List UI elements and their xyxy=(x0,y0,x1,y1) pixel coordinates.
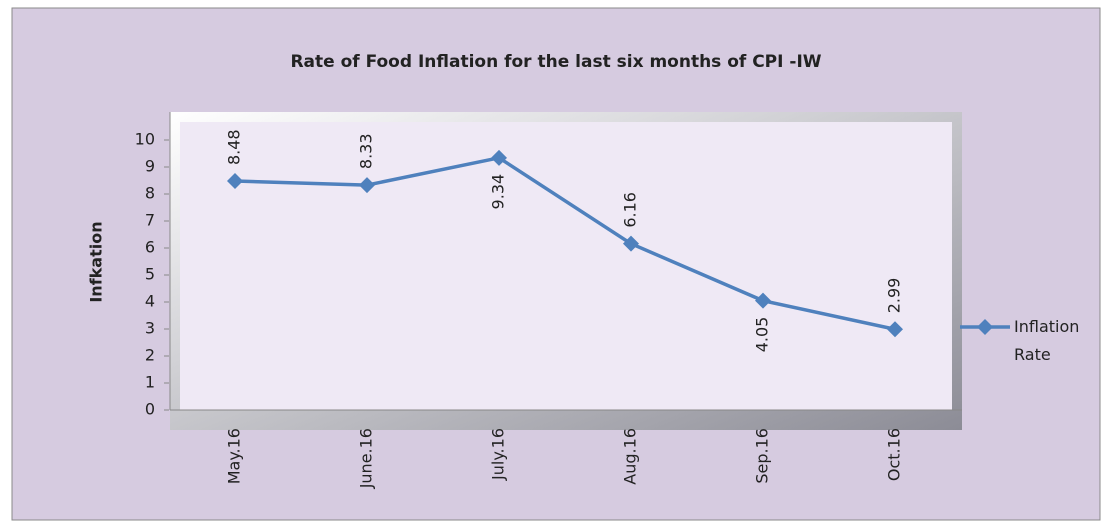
x-tick-label: July.16 xyxy=(489,428,508,481)
y-tick-label: 3 xyxy=(145,319,155,338)
x-tick-label: Sep.16 xyxy=(753,428,772,484)
y-tick-label: 7 xyxy=(145,211,155,230)
data-label: 6.16 xyxy=(621,192,640,228)
data-label: 8.33 xyxy=(357,133,376,169)
y-tick-label: 5 xyxy=(145,265,155,284)
y-tick-label: 4 xyxy=(145,292,155,311)
y-tick-label: 2 xyxy=(145,346,155,365)
data-label: 9.34 xyxy=(489,174,508,210)
legend-marker xyxy=(977,319,993,335)
y-tick-label: 1 xyxy=(145,373,155,392)
data-label: 4.05 xyxy=(753,317,772,353)
point-marker xyxy=(491,149,507,166)
y-tick-label: 6 xyxy=(145,238,155,257)
x-tick-label: Aug.16 xyxy=(621,428,640,485)
point-marker xyxy=(227,173,243,190)
point-marker xyxy=(755,292,771,309)
legend-label: Inflation Rate xyxy=(1014,317,1079,364)
y-axis-title: Infkation xyxy=(87,221,106,302)
y-tick-label: 0 xyxy=(145,400,155,419)
data-label: 8.48 xyxy=(225,129,244,165)
point-marker xyxy=(887,321,903,338)
x-tick-label: May.16 xyxy=(225,428,244,484)
y-tick-label: 9 xyxy=(145,157,155,176)
point-marker xyxy=(359,177,375,194)
point-marker xyxy=(623,235,639,252)
x-tick-label: June.16 xyxy=(357,428,376,489)
y-tick-label: 8 xyxy=(145,184,155,203)
x-tick-label: Oct.16 xyxy=(885,428,904,481)
chart-title: Rate of Food Inflation for the last six … xyxy=(290,52,821,72)
data-label: 2.99 xyxy=(885,278,904,314)
plot-area xyxy=(180,122,952,410)
y-tick-label: 10 xyxy=(135,130,155,149)
series-line xyxy=(234,155,896,331)
